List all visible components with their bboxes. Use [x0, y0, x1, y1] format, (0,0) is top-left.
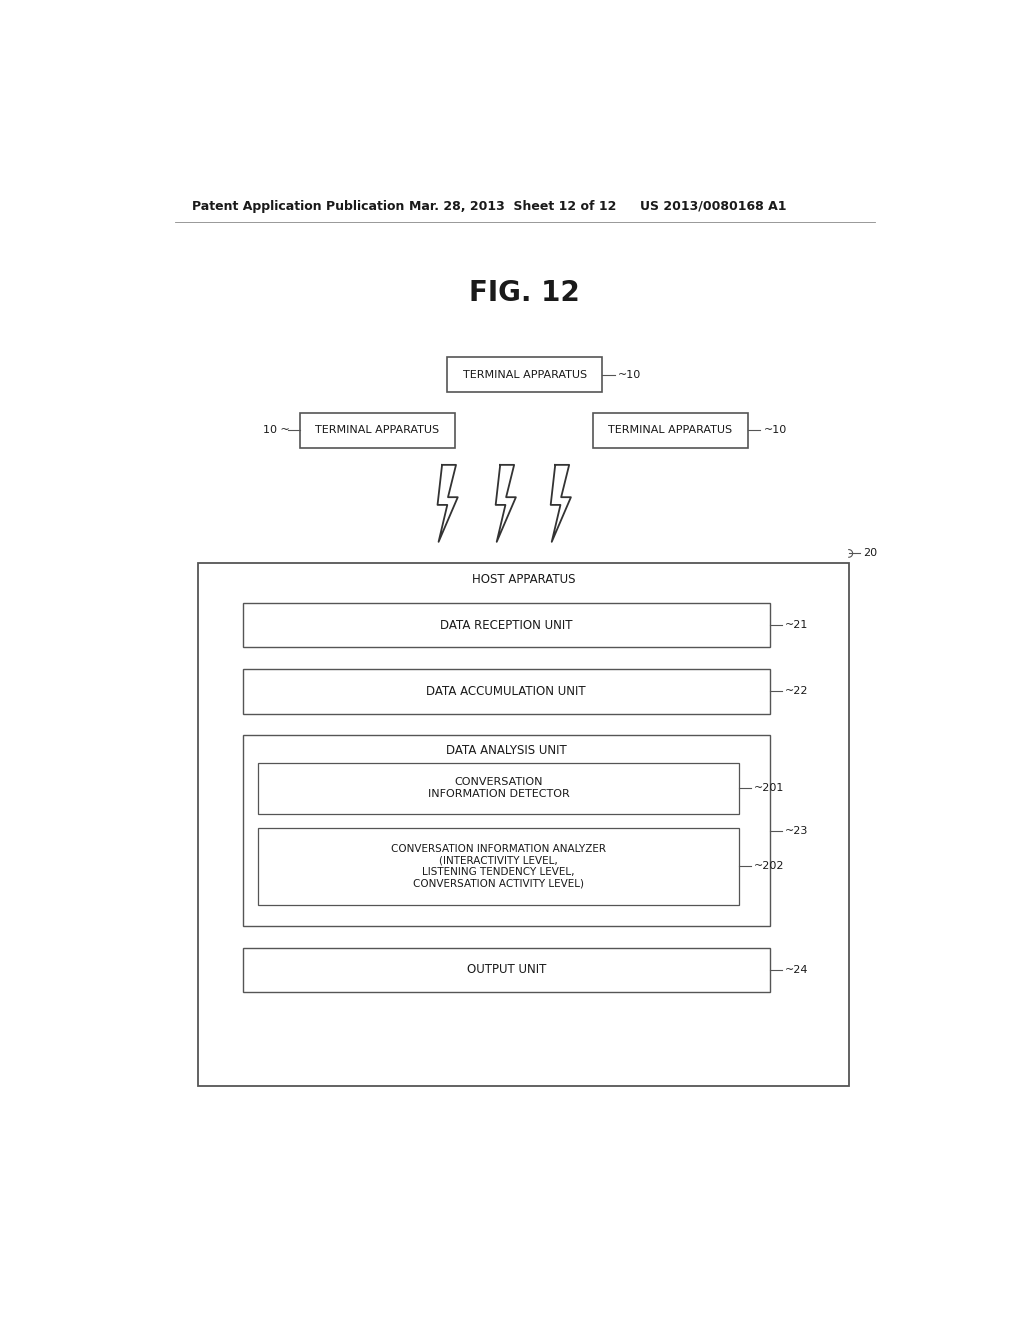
Text: ~24: ~24 [785, 965, 809, 975]
Polygon shape [496, 465, 516, 543]
Bar [243, 735, 770, 927]
Bar [258, 763, 738, 813]
Bar [300, 412, 455, 447]
Text: ~21: ~21 [785, 620, 809, 630]
Text: US 2013/0080168 A1: US 2013/0080168 A1 [640, 199, 786, 213]
Text: 10 ~: 10 ~ [263, 425, 290, 436]
Bar [243, 669, 770, 714]
Text: Mar. 28, 2013  Sheet 12 of 12: Mar. 28, 2013 Sheet 12 of 12 [409, 199, 615, 213]
Bar [258, 828, 738, 904]
Text: TERMINAL APPARATUS: TERMINAL APPARATUS [463, 370, 587, 380]
Text: Patent Application Publication: Patent Application Publication [191, 199, 403, 213]
Text: DATA ACCUMULATION UNIT: DATA ACCUMULATION UNIT [426, 685, 586, 698]
Polygon shape [437, 465, 458, 543]
Text: TERMINAL APPARATUS: TERMINAL APPARATUS [608, 425, 732, 436]
Text: 20: 20 [862, 548, 877, 558]
Text: HOST APPARATUS: HOST APPARATUS [471, 573, 575, 586]
Text: ~202: ~202 [755, 861, 784, 871]
Bar [447, 358, 602, 392]
Bar [243, 948, 770, 993]
Text: ~22: ~22 [785, 686, 809, 696]
Text: DATA ANALYSIS UNIT: DATA ANALYSIS UNIT [445, 744, 566, 758]
Text: OUTPUT UNIT: OUTPUT UNIT [467, 964, 546, 977]
Bar [198, 562, 849, 1086]
Text: ~201: ~201 [755, 783, 784, 793]
Text: ~23: ~23 [785, 825, 809, 836]
Text: DATA RECEPTION UNIT: DATA RECEPTION UNIT [440, 619, 572, 631]
Text: CONVERSATION INFORMATION ANALYZER
(INTERACTIVITY LEVEL,
LISTENING TENDENCY LEVEL: CONVERSATION INFORMATION ANALYZER (INTER… [391, 843, 606, 888]
Text: ~10: ~10 [764, 425, 786, 436]
Text: CONVERSATION
INFORMATION DETECTOR: CONVERSATION INFORMATION DETECTOR [428, 777, 569, 799]
Bar [593, 412, 748, 447]
Bar [243, 603, 770, 647]
Text: ~10: ~10 [617, 370, 641, 380]
Polygon shape [551, 465, 571, 543]
Text: FIG. 12: FIG. 12 [469, 279, 581, 308]
Text: TERMINAL APPARATUS: TERMINAL APPARATUS [315, 425, 439, 436]
